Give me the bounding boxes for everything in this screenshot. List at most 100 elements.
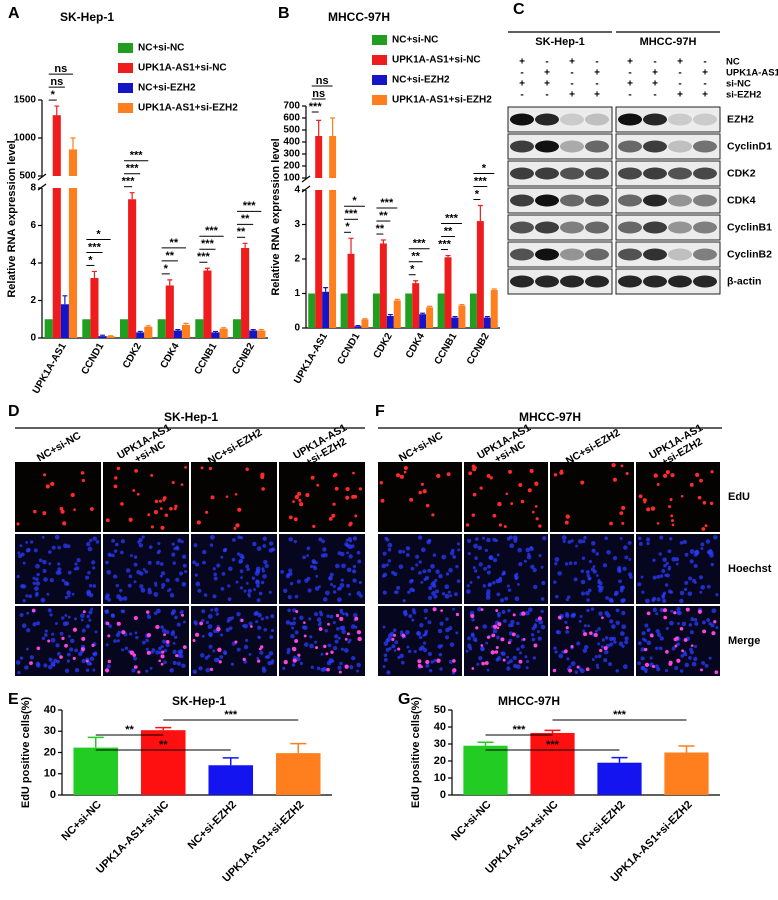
- edu-nucleus: [471, 513, 476, 517]
- edu-nucleus: [327, 622, 330, 626]
- nucleus: [667, 565, 672, 569]
- significance-label: ***: [130, 150, 144, 162]
- nucleus: [296, 579, 301, 584]
- blot-band: [668, 140, 692, 153]
- nucleus: [61, 616, 65, 620]
- x-tick-label: NC+si-EZH2: [186, 799, 239, 852]
- nucleus: [341, 563, 346, 569]
- blot-band: [618, 194, 642, 207]
- nucleus: [430, 660, 434, 664]
- nucleus: [25, 594, 29, 598]
- nucleus: [46, 592, 50, 596]
- edu-nucleus: [332, 502, 336, 506]
- nucleus: [627, 540, 632, 545]
- edu-nucleus: [465, 523, 470, 527]
- blot-band: [535, 221, 559, 234]
- blot-band: [618, 167, 642, 180]
- nucleus: [252, 541, 257, 547]
- nucleus: [580, 569, 585, 573]
- nucleus: [256, 656, 260, 660]
- edu-nucleus: [557, 615, 562, 620]
- edu-nucleus: [169, 506, 173, 511]
- bar: [157, 319, 166, 338]
- edu-nucleus: [353, 494, 358, 499]
- significance-label: ***: [413, 238, 427, 250]
- nucleus: [107, 552, 112, 557]
- nucleus: [391, 570, 395, 575]
- nucleus: [137, 540, 141, 544]
- nucleus: [316, 666, 321, 671]
- bar: [379, 243, 387, 328]
- edu-nucleus: [147, 513, 151, 517]
- nucleus: [202, 560, 206, 565]
- nucleus: [694, 644, 698, 648]
- nucleus: [318, 585, 321, 589]
- edu-nucleus: [401, 633, 406, 638]
- significance-label: ***: [345, 208, 359, 220]
- nucleus: [472, 637, 478, 642]
- nucleus: [172, 642, 176, 645]
- blot-band: [535, 140, 559, 153]
- blot-band: [643, 194, 667, 207]
- nucleus: [87, 546, 93, 552]
- nucleus: [466, 589, 471, 594]
- error-bar: [54, 105, 60, 116]
- edu-nucleus: [612, 477, 617, 482]
- edu-nucleus: [644, 647, 648, 652]
- nucleus: [424, 616, 428, 620]
- nucleus: [145, 669, 149, 673]
- error-bar: [459, 303, 465, 306]
- nucleus: [111, 553, 115, 558]
- nucleus: [93, 651, 98, 655]
- nucleus: [510, 624, 514, 628]
- nucleus: [48, 657, 53, 662]
- nucleus: [427, 595, 433, 600]
- nucleus: [339, 661, 343, 666]
- x-tick-label: CCNB2: [230, 341, 257, 377]
- nucleus: [352, 613, 358, 618]
- edu-nucleus: [534, 505, 538, 508]
- edu-nucleus: [132, 653, 136, 657]
- blot-band: [560, 248, 584, 261]
- nucleus: [43, 663, 48, 668]
- nucleus: [489, 555, 494, 561]
- nucleus: [213, 576, 218, 581]
- nucleus: [583, 535, 587, 540]
- nucleus: [698, 575, 704, 580]
- nucleus: [422, 569, 427, 574]
- nucleus: [595, 552, 599, 556]
- nucleus: [506, 655, 510, 659]
- nucleus: [42, 559, 47, 565]
- edu-nucleus: [128, 517, 133, 522]
- nucleus: [262, 536, 267, 541]
- edu-nucleus: [72, 627, 78, 632]
- nucleus: [309, 635, 313, 639]
- edu-nucleus: [679, 626, 684, 631]
- y-tick-label: 50: [434, 704, 446, 716]
- nucleus: [624, 640, 629, 645]
- bar: [144, 326, 153, 338]
- blot-band: [560, 113, 584, 126]
- nucleus: [506, 584, 510, 588]
- protein-label: CyclinD1: [727, 140, 772, 152]
- nucleus: [142, 568, 146, 571]
- micrograph: [15, 606, 101, 676]
- nucleus: [438, 652, 443, 657]
- bar: [458, 305, 466, 328]
- edu-nucleus: [479, 486, 483, 490]
- nucleus: [434, 578, 438, 582]
- nucleus: [308, 617, 312, 621]
- nucleus: [420, 580, 424, 584]
- significance-label: ***: [380, 197, 394, 209]
- bar: [361, 319, 369, 328]
- nucleus: [565, 612, 569, 616]
- nucleus: [671, 556, 677, 562]
- blot-band: [510, 248, 534, 261]
- nucleus: [649, 656, 653, 660]
- nucleus: [220, 633, 224, 637]
- nucleus: [19, 656, 24, 660]
- edu-nucleus: [570, 644, 574, 649]
- nucleus: [447, 590, 451, 594]
- nucleus: [240, 576, 243, 580]
- edu-nucleus: [334, 486, 339, 491]
